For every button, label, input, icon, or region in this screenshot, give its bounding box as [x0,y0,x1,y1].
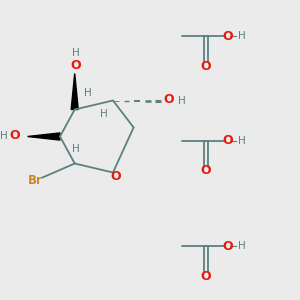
Text: O: O [200,59,211,73]
Text: H: H [72,48,80,58]
Text: Br: Br [28,173,42,187]
Text: H: H [72,143,80,154]
Text: O: O [200,164,211,178]
Text: H: H [238,241,246,251]
Text: H: H [238,136,246,146]
Text: O: O [200,269,211,283]
Text: O: O [223,29,233,43]
Text: O: O [111,170,121,184]
Text: O: O [223,134,233,148]
Text: H: H [84,88,92,98]
Polygon shape [71,74,78,110]
Text: O: O [223,239,233,253]
Text: H: H [178,96,186,106]
Text: H: H [238,31,246,41]
Text: H: H [0,131,7,141]
Polygon shape [28,133,60,140]
Text: O: O [164,93,174,106]
Text: H: H [100,109,108,119]
Text: O: O [10,129,20,142]
Text: O: O [70,58,81,72]
